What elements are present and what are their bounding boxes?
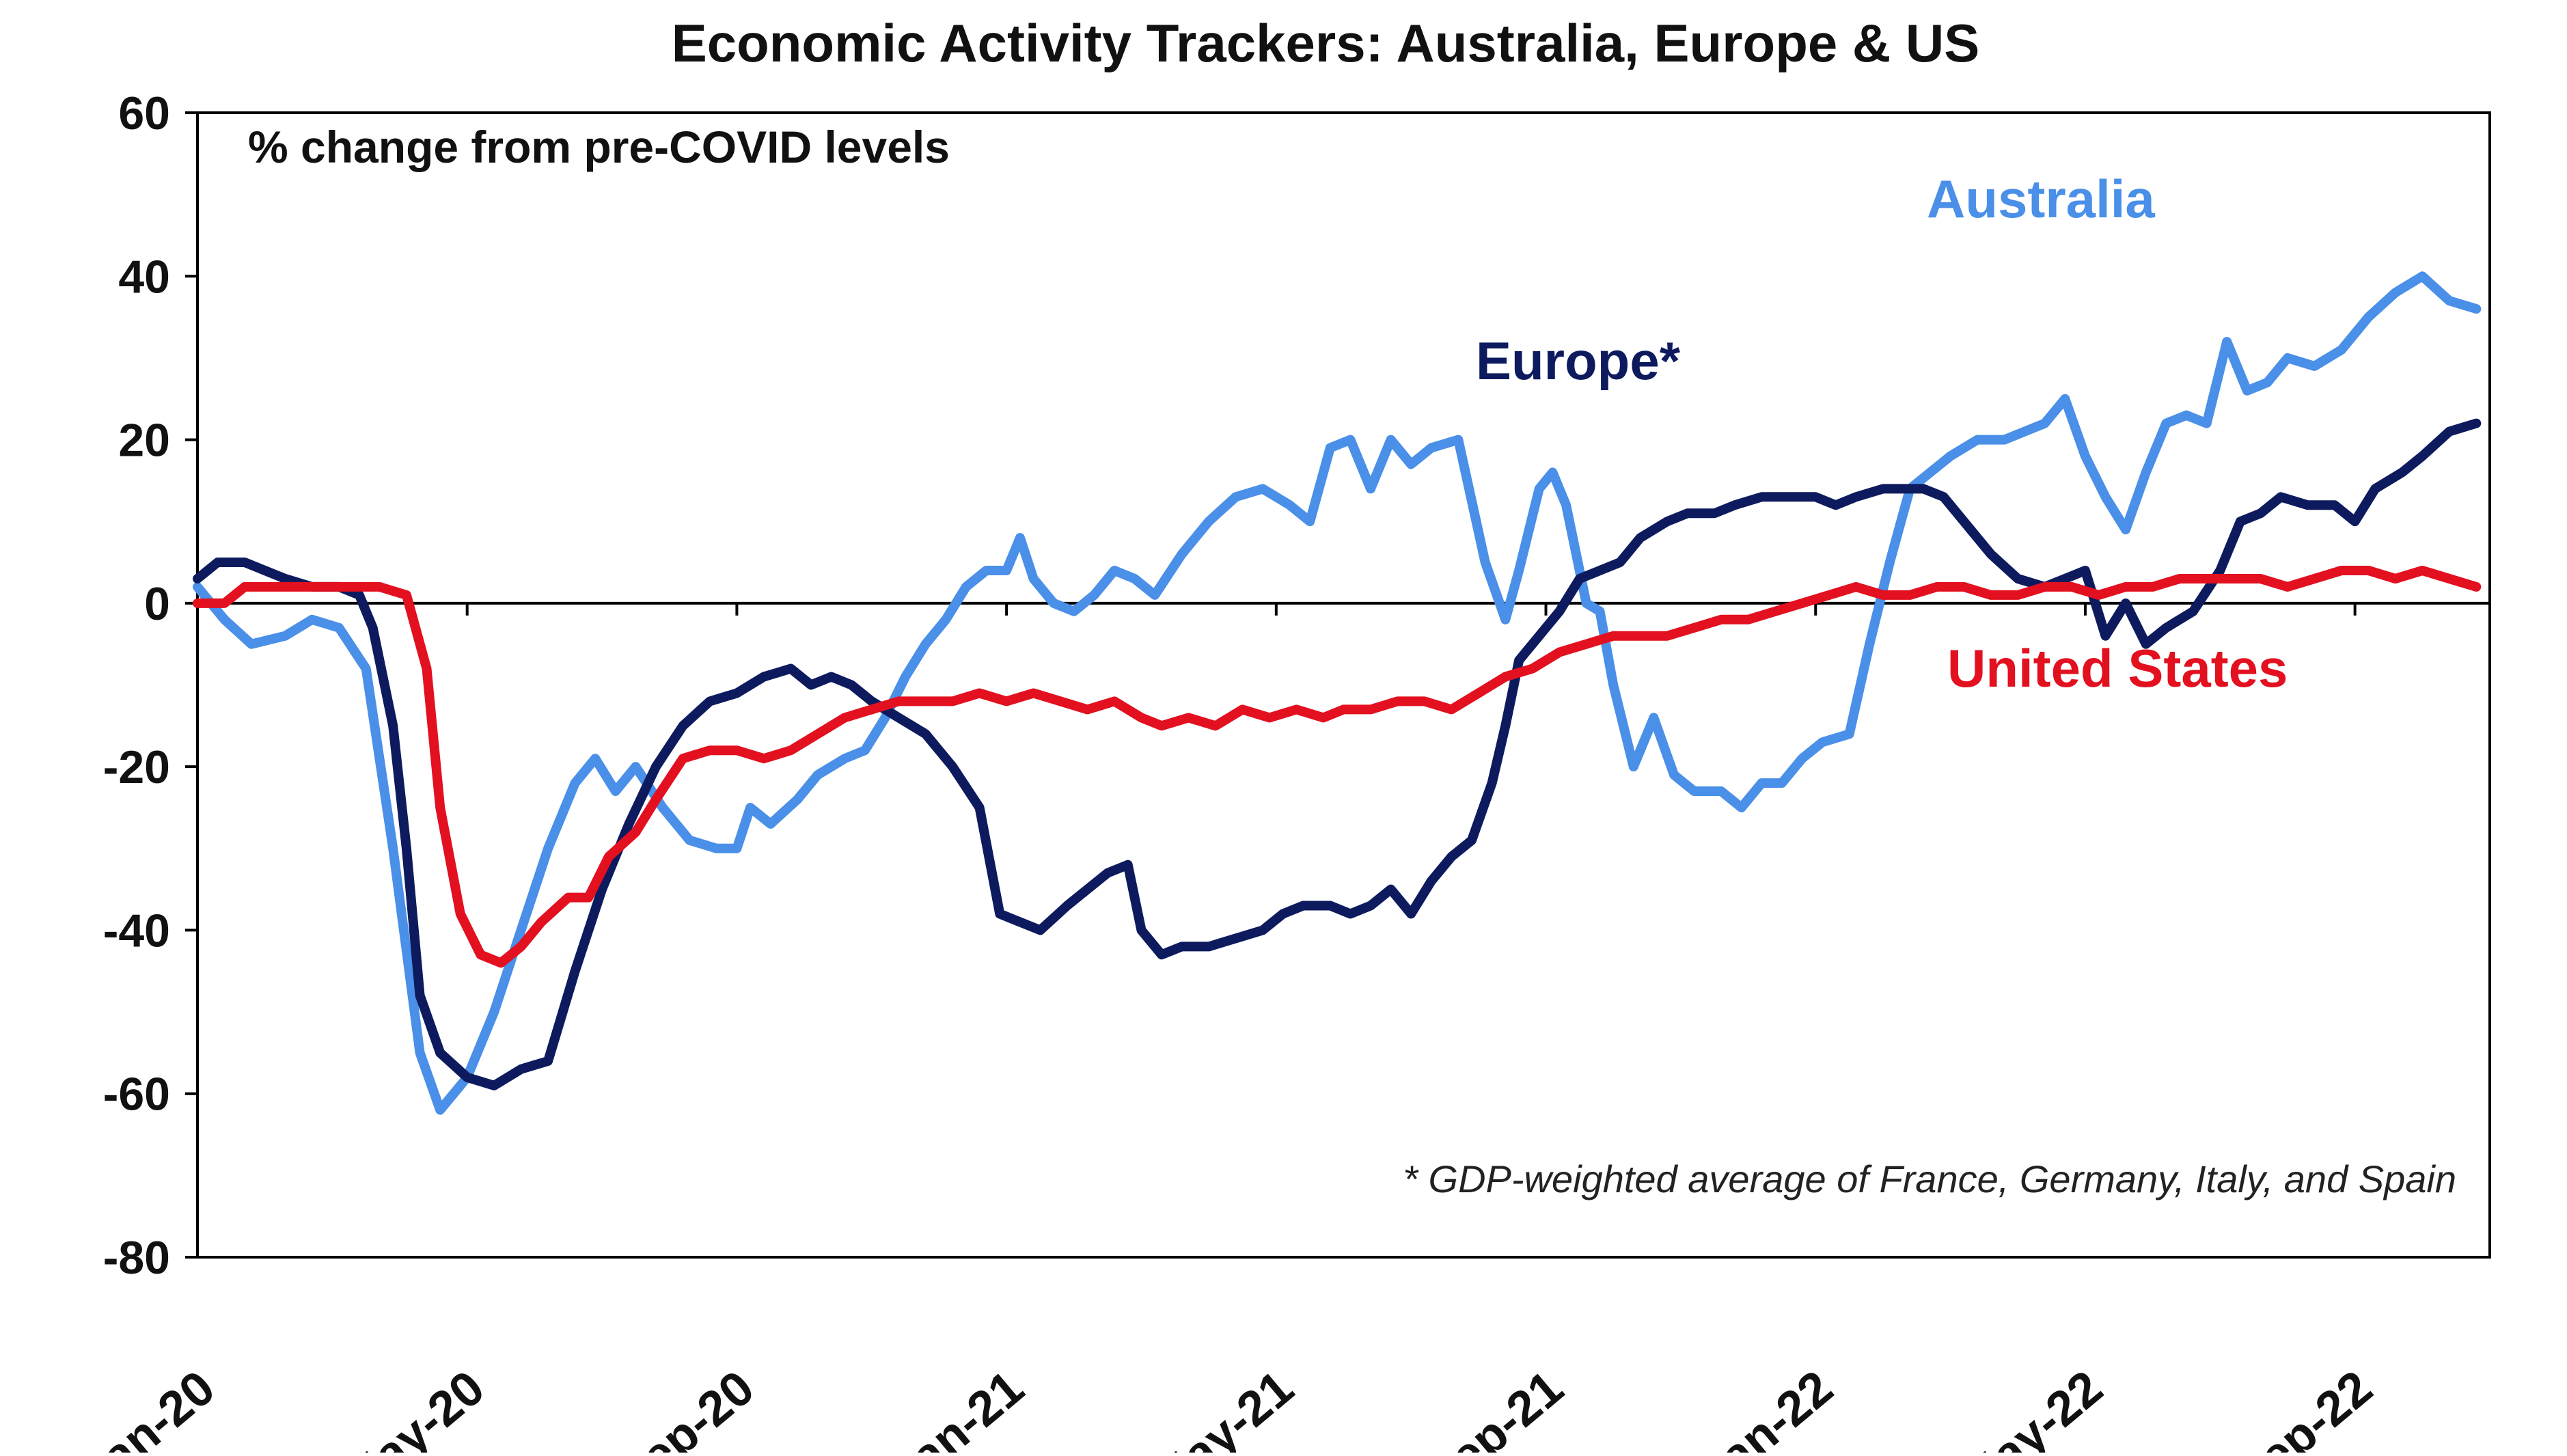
x-tick-label: Sep-21 [1415,1360,1574,1453]
series-lines [193,271,2482,1115]
chart-footnote: * GDP-weighted average of France, German… [1403,1157,2456,1200]
x-tick-label: May-21 [1141,1360,1304,1453]
y-tick-label: 60 [118,87,170,139]
x-tick-label: Jan-22 [1688,1360,1843,1453]
y-axis: 60 40 20 0 -20 -40 -60 -80 [103,87,197,1284]
series-line-australia [193,271,2482,1115]
series-label-australia: Australia [1927,169,2155,229]
x-tick-label: Sep-22 [2224,1360,2383,1453]
x-tick-label: Jan-20 [70,1360,225,1453]
x-tick-label: May-22 [1950,1360,2113,1453]
plot-frame [196,111,2491,1259]
y-tick-label: -20 [103,741,170,793]
series-label-europe: Europe* [1476,331,1681,391]
chart-subtitle: % change from pre-COVID levels [248,122,950,172]
series-label-united-states: United States [1947,638,2288,698]
series-line-europe [193,418,2482,1090]
y-tick-label: 20 [118,415,170,467]
y-tick-label: 0 [144,578,170,630]
series-line-united-states [193,566,2482,968]
x-tick-label: Sep-20 [605,1360,764,1453]
x-tick-label: Jan-21 [879,1360,1034,1453]
y-tick-label: 40 [118,251,170,303]
x-tick-label: May-20 [332,1360,495,1453]
y-tick-label: -40 [103,905,170,957]
y-tick-label: -60 [103,1069,170,1121]
y-tick-label: -80 [103,1232,170,1284]
chart-title: Economic Activity Trackers: Australia, E… [672,13,1980,73]
